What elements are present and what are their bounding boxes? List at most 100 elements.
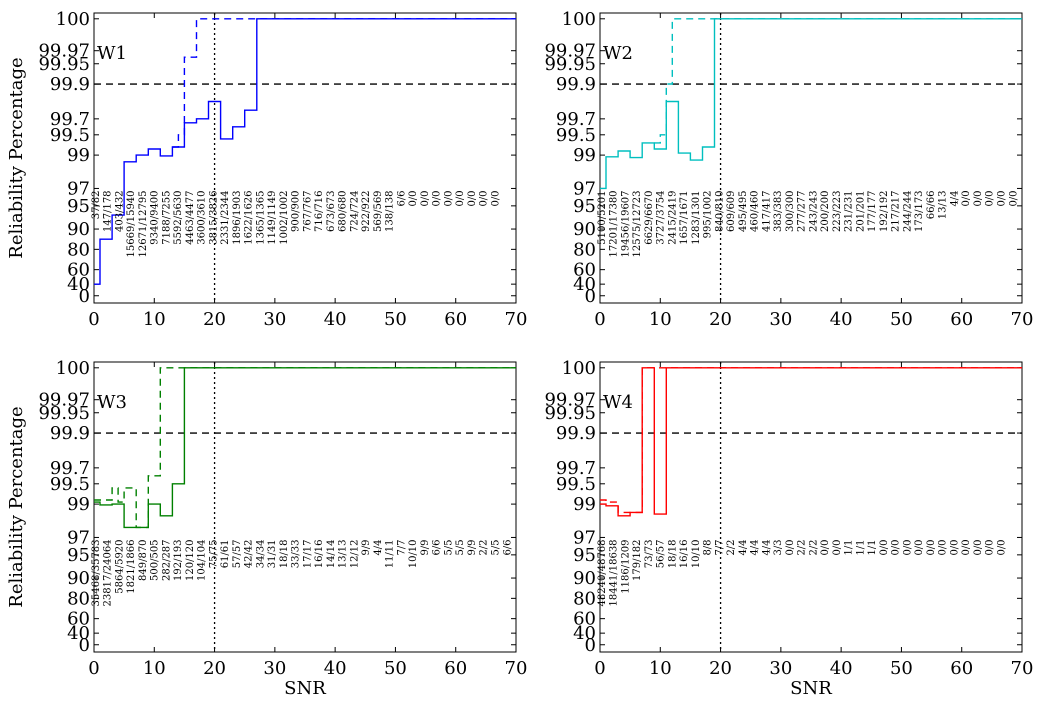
count-label: 201/201: [855, 190, 866, 232]
count-label: 10/10: [691, 539, 702, 568]
count-label: 35468/35783: [91, 539, 102, 606]
count-label: 12671/12795: [138, 190, 149, 257]
y-tick-label: 99.5: [50, 474, 90, 495]
y-tick-label: 99.95: [38, 54, 90, 75]
x-tick-label: 10: [649, 309, 672, 330]
y-tick-label: 99.9: [556, 423, 596, 444]
count-label: 223/223: [832, 190, 843, 232]
count-label: 403/432: [114, 190, 125, 232]
count-label: 217/217: [891, 190, 902, 232]
y-tick-label: 0: [79, 635, 90, 656]
count-label: 1365/1365: [255, 190, 266, 244]
y-tick-label: 99.5: [50, 125, 90, 146]
count-label: 12/12: [349, 539, 360, 568]
count-label: 4/4: [750, 539, 761, 555]
count-label: 7188/7255: [161, 190, 172, 244]
y-tick-label: 90: [67, 568, 90, 589]
y-axis-label: Reliability Percentage: [6, 57, 27, 258]
x-tick-label: 20: [203, 309, 226, 330]
count-label: 500/505: [150, 539, 161, 581]
count-label: 1/1: [855, 539, 866, 555]
count-label: 1283/1301: [691, 190, 702, 244]
count-label: 4/4: [738, 539, 749, 555]
x-tick-label: 30: [263, 309, 286, 330]
count-label: 1/1: [867, 539, 878, 555]
panel-label: W1: [97, 43, 127, 64]
plot-frame: [93, 361, 517, 653]
count-label: 3600/3610: [197, 190, 208, 244]
count-label: 0/0: [914, 539, 925, 555]
count-label: 6/6: [432, 539, 443, 555]
count-label: 56/57: [656, 539, 667, 568]
y-tick-label: 40: [573, 274, 596, 295]
count-label: 2/2: [726, 539, 737, 555]
y-tick-label: 99.9: [50, 423, 90, 444]
panel-w4: 04060809095979999.599.799.999.9599.97100…: [544, 358, 1033, 699]
count-label: 243/243: [808, 190, 819, 232]
y-tick-label: 95: [573, 196, 596, 217]
count-label: 0/0: [408, 190, 419, 206]
y-tick-label: 100: [56, 358, 90, 379]
count-label: 569/569: [373, 190, 384, 232]
x-tick-label: 30: [769, 309, 792, 330]
count-label: 5592/5630: [173, 190, 184, 244]
count-label: 0/0: [491, 190, 502, 206]
count-label: 5864/5920: [114, 539, 125, 593]
count-label: 13/13: [938, 190, 949, 219]
x-tick-label: 60: [444, 309, 467, 330]
count-label: 724/724: [349, 190, 360, 232]
count-label: 37/82: [91, 190, 102, 219]
y-tick-label: 99: [573, 145, 596, 166]
count-label: 1002/1002: [279, 190, 290, 244]
count-label: 0/0: [902, 539, 913, 555]
count-label: 0/0: [961, 539, 972, 555]
count-label: 7/7: [396, 539, 407, 555]
count-label: 1622/1626: [244, 190, 255, 244]
count-label: 42/42: [244, 539, 255, 568]
x-tick-label: 30: [769, 658, 792, 679]
y-tick-label: 99.7: [556, 109, 596, 130]
count-label: 231/231: [844, 190, 855, 232]
count-label: 3/3: [773, 539, 784, 555]
x-tick-label: 10: [143, 658, 166, 679]
y-tick-label: 99.5: [556, 474, 596, 495]
count-label: 0/0: [973, 190, 984, 206]
count-label: 0/0: [832, 539, 843, 555]
count-label: 13/13: [338, 539, 349, 568]
x-tick-label: 30: [263, 658, 286, 679]
count-label: 7/7: [714, 539, 725, 555]
y-tick-label: 97: [573, 527, 596, 548]
count-label: 1/1: [844, 539, 855, 555]
count-label: 4/4: [373, 539, 384, 555]
count-label: 0/0: [432, 190, 443, 206]
x-tick-label: 0: [88, 658, 99, 679]
series-solid: [600, 367, 1022, 517]
count-label: 57/57: [232, 539, 243, 568]
y-tick-label: 100: [562, 358, 596, 379]
count-label: 0/0: [820, 539, 831, 555]
count-label: 460/460: [750, 190, 761, 232]
count-label: 31/31: [267, 539, 278, 568]
x-tick-label: 40: [324, 658, 347, 679]
y-tick-label: 99.97: [38, 390, 90, 411]
y-tick-label: 0: [79, 286, 90, 307]
y-tick-label: 97: [67, 178, 90, 199]
panel-w1: 04060809095979999.599.799.999.9599.97100…: [6, 9, 527, 330]
count-label: 2/2: [808, 539, 819, 555]
x-axis-label: SNR: [284, 678, 326, 699]
count-label: 10/10: [408, 539, 419, 568]
y-tick-label: 99.97: [544, 390, 596, 411]
x-tick-label: 50: [384, 309, 407, 330]
count-label: 995/1002: [703, 190, 714, 238]
count-label: 5/5: [455, 539, 466, 555]
x-tick-label: 0: [594, 309, 605, 330]
count-label: 138/138: [385, 190, 396, 232]
y-tick-label: 100: [56, 9, 90, 30]
count-label: 179/182: [632, 539, 643, 581]
y-tick-label: 40: [573, 623, 596, 644]
y-tick-label: 97: [67, 527, 90, 548]
plot-frame: [93, 12, 517, 304]
y-tick-label: 99.97: [544, 41, 596, 62]
count-label: 104/104: [197, 539, 208, 581]
x-tick-label: 0: [594, 658, 605, 679]
